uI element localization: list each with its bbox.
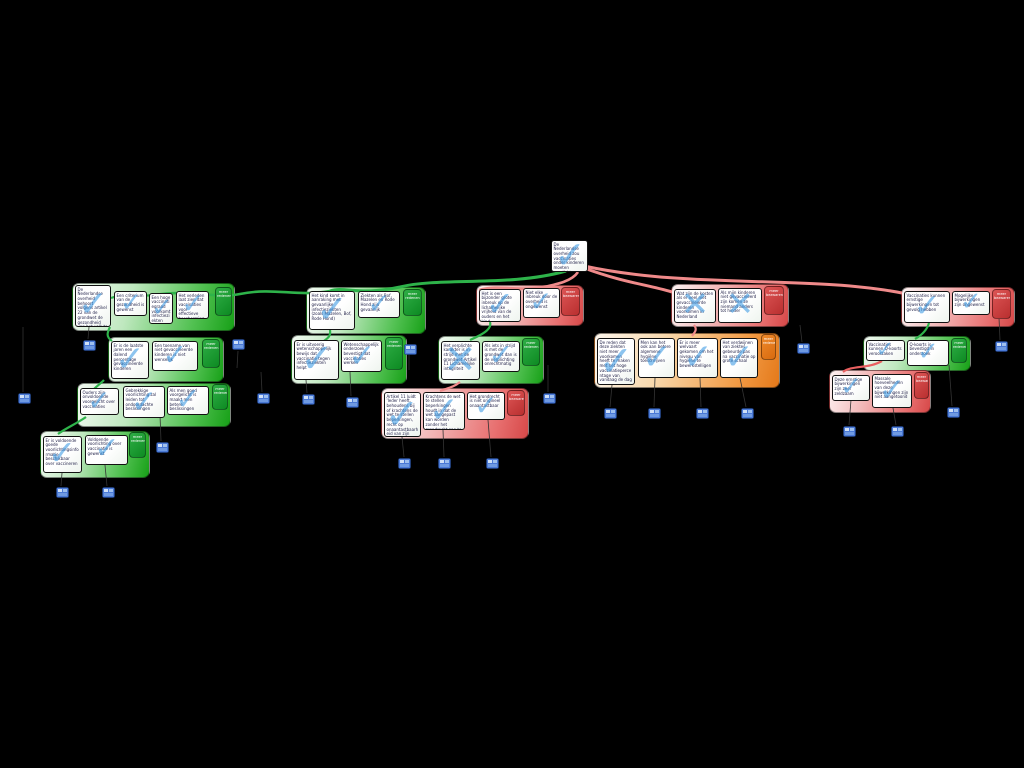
node-k1[interactable]: Ouders zijn onvoldoende voorgelicht over… (80, 388, 119, 415)
source-thumbnail-icon[interactable] (486, 458, 499, 469)
source-thumbnail-icon[interactable] (543, 393, 556, 404)
cluster-corner-label[interactable]: meer bezwaren (764, 286, 784, 315)
source-thumbnail-icon[interactable] (404, 344, 417, 355)
node-a1[interactable]: De Nederlandse overheid behoort volgens … (75, 285, 111, 327)
node-n2[interactable]: Voldoende voorlichting over vaccinatie i… (85, 435, 128, 465)
node-l2[interactable]: Krachtens de wet te stellen beperkingen … (423, 392, 465, 430)
node-j1[interactable]: Vaccinaties kunnen Q-koorts veroorzaken (866, 340, 905, 361)
node-k3[interactable]: Als men goed voorgelicht is maakt men be… (167, 386, 209, 415)
source-thumbnail-icon[interactable] (696, 408, 709, 419)
source-thumbnail-icon[interactable] (398, 458, 411, 469)
source-thumbnail-icon[interactable] (438, 458, 451, 469)
node-f2[interactable]: Een toename van niet gevaccineerde kinde… (152, 341, 198, 371)
source-thumbnail-icon[interactable] (797, 343, 810, 354)
source-thumbnail-icon[interactable] (102, 487, 115, 498)
node-l3[interactable]: Het grondrecht is niet origineel onaanta… (467, 392, 505, 420)
node-m1[interactable]: Deze ernstige bijwerkingen zijn zeer zel… (832, 375, 870, 401)
node-b1[interactable]: Het kind komt in aanraking met gevaarlij… (309, 291, 355, 330)
source-thumbnail-icon[interactable] (83, 340, 96, 351)
node-m2[interactable]: Massale hoeveelheden van deze bijwerking… (872, 374, 912, 408)
source-thumbnail-icon[interactable] (995, 341, 1008, 352)
root-claim-node[interactable]: De Nederlandse overheid zou vaccinaties … (551, 240, 588, 272)
cluster-corner-label[interactable]: meer bezwaren (914, 372, 929, 399)
node-e2[interactable]: Mogelijke bijwerkingen zijn ongewenst (952, 291, 990, 315)
source-thumbnail-icon[interactable] (843, 426, 856, 437)
node-i3[interactable]: Er is meer welvaart gekomen om het nivea… (677, 338, 718, 378)
node-d1[interactable]: Wat zijn de kosten als er veel niet geva… (674, 289, 716, 323)
node-g2[interactable]: Wetenschappelijk onderzoek bevestigt dat… (341, 340, 382, 372)
source-thumbnail-icon[interactable] (891, 426, 904, 437)
source-thumbnail-icon[interactable] (346, 397, 359, 408)
source-thumbnail-icon[interactable] (302, 394, 315, 405)
node-b2[interactable]: Ziekten als Bof, Mazelen en Rode Hond zi… (358, 291, 400, 318)
cluster-corner-label[interactable]: meer redenen (761, 334, 776, 360)
cluster-corner-label[interactable]: meer redenen (129, 432, 146, 458)
cluster-corner-label[interactable]: meer bezwaren (992, 289, 1011, 319)
cluster-corner-label[interactable]: meer redenen (385, 337, 403, 370)
cluster-corner-label[interactable]: meer redenen (202, 339, 220, 368)
source-thumbnail-icon[interactable] (947, 407, 960, 418)
source-thumbnail-icon[interactable] (257, 393, 270, 404)
root-claim-text: De Nederlandse overheid zou vaccinaties … (553, 241, 584, 271)
source-thumbnail-icon[interactable] (604, 408, 617, 419)
node-c2[interactable]: Niet elke inbreuk door de overheid is on… (523, 288, 560, 318)
node-e1[interactable]: Vaccinaties kunnen ernstige bijwerkingen… (904, 291, 950, 323)
source-thumbnail-icon[interactable] (56, 487, 69, 498)
node-k2[interactable]: Gebrekkige voorlichting zal leiden tot o… (123, 386, 165, 418)
node-h2[interactable]: Als iets in strijd is met de grondwet da… (482, 341, 520, 372)
node-a2[interactable]: Een criterium van de gezondheid is gewen… (114, 291, 147, 316)
node-i4[interactable]: Het verdwijnen van ziektes gebeurde pas … (720, 338, 758, 378)
node-c1[interactable]: Het is een bijzonder grote inbreuk op de… (479, 289, 521, 322)
node-a4[interactable]: Het verleden laat zien dat vaccinaties v… (176, 291, 209, 319)
node-l1[interactable]: Artikel 11 luidt 'Ieder heeft, behoudens… (384, 392, 421, 437)
cluster-corner-label[interactable]: meer redenen (212, 384, 228, 410)
node-n1[interactable]: Er is voldoende goede voorlichtingsinfor… (43, 436, 82, 473)
cluster-corner-label[interactable]: meer redenen (403, 289, 422, 316)
node-i2[interactable]: Men kan het ook aan betere algemene hygi… (638, 338, 675, 378)
node-j2[interactable]: Q-koorts is bevestigd in onderzoek (907, 340, 949, 366)
node-f1[interactable]: Er is de laatste jaren een dalend percen… (111, 341, 149, 379)
cluster-corner-label[interactable]: meer redenen (215, 287, 232, 316)
cluster-corner-label[interactable]: meer bezwaren (561, 287, 580, 316)
node-a3[interactable]: Een hoge vaccinatiegraad voorkomt infect… (149, 293, 173, 324)
source-thumbnail-icon[interactable] (648, 408, 661, 419)
cluster-corner-label[interactable]: meer redenen (951, 338, 967, 363)
cluster-corner-label[interactable]: meer redenen (522, 338, 540, 366)
source-thumbnail-icon[interactable] (156, 442, 169, 453)
node-h1[interactable]: Het verplichte karakter is in strijd met… (441, 341, 480, 380)
cluster-corner-label[interactable]: meer bezwaren (507, 390, 525, 416)
source-thumbnail-icon[interactable] (741, 408, 754, 419)
source-thumbnail-icon[interactable] (232, 339, 245, 350)
node-g1[interactable]: Er is uitvoerig wetenschappelijk bewijs … (294, 340, 339, 380)
source-thumbnail-icon[interactable] (18, 393, 31, 404)
node-i1[interactable]: De reden dat deze ziekten niet meer voor… (597, 338, 635, 385)
node-d2[interactable]: Als mijn kinderen niet gevaccineerd zijn… (718, 288, 762, 323)
